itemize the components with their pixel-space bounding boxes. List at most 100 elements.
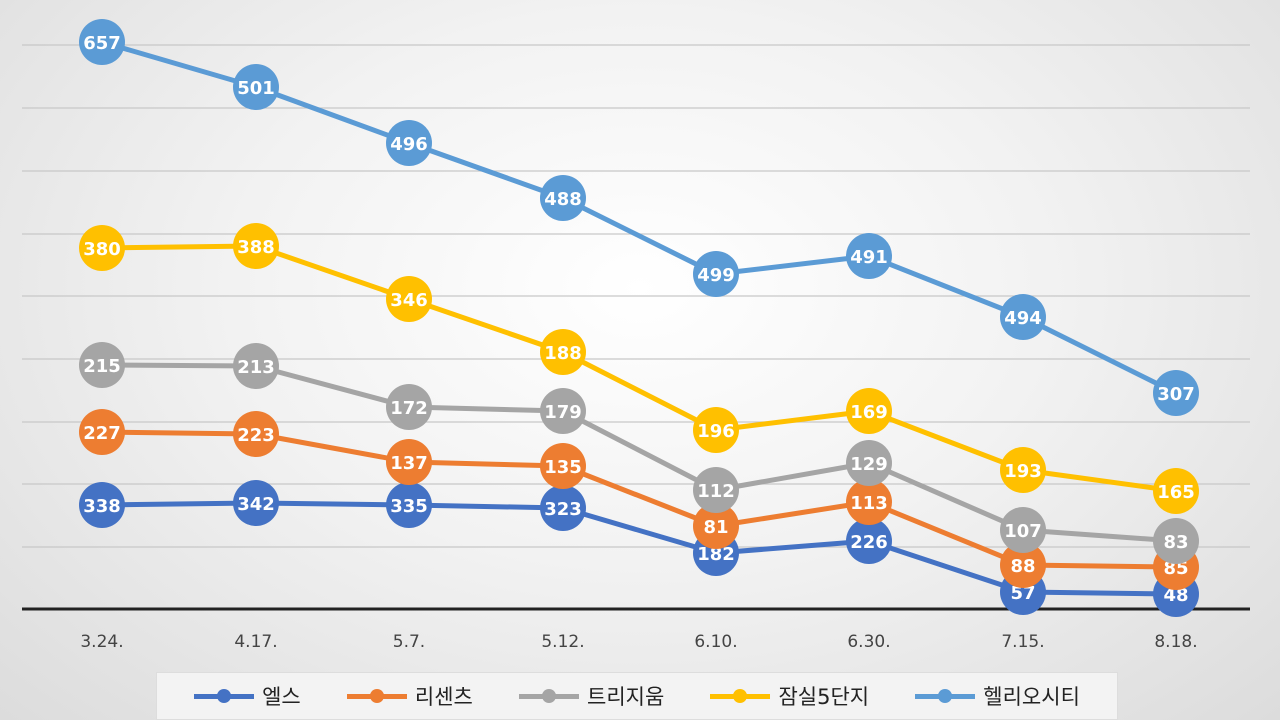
data-label: 342 <box>237 494 275 515</box>
data-marker <box>846 440 892 486</box>
series-lines <box>101 39 1178 597</box>
data-marker <box>693 407 739 453</box>
data-point: 323 <box>540 485 586 531</box>
data-marker <box>846 388 892 434</box>
data-label: 81 <box>703 517 728 538</box>
data-point: 657 <box>79 19 125 65</box>
data-point: 307 <box>1153 370 1199 416</box>
data-point: 188 <box>540 329 586 375</box>
x-tick-label: 5.7. <box>393 632 425 652</box>
data-point: 169 <box>846 388 892 434</box>
data-point: 501 <box>233 64 279 110</box>
data-point: 346 <box>386 276 432 322</box>
series-line <box>101 39 1178 396</box>
data-label: 226 <box>850 532 888 553</box>
data-label: 48 <box>1163 585 1188 606</box>
series-markers: 338 342 335 323 182 226 57 48 227 223 137 135 81 113 8… <box>79 19 1199 617</box>
data-label: 215 <box>83 356 121 377</box>
series-line <box>101 362 1177 544</box>
data-label: 335 <box>390 496 428 517</box>
x-tick-label: 7.15. <box>1001 632 1044 652</box>
data-marker <box>540 329 586 375</box>
data-marker <box>79 409 125 455</box>
data-point: 172 <box>386 384 432 430</box>
data-point: 129 <box>846 440 892 486</box>
data-label: 491 <box>850 247 888 268</box>
data-point: 137 <box>386 439 432 485</box>
data-marker <box>233 411 279 457</box>
data-marker <box>1000 294 1046 340</box>
x-tick-label: 5.12. <box>541 632 584 652</box>
data-point: 213 <box>233 343 279 389</box>
data-marker <box>1000 447 1046 493</box>
data-label: 129 <box>850 454 888 475</box>
legend-label: 리센츠 <box>414 685 473 709</box>
data-label: 188 <box>544 343 582 364</box>
data-marker <box>693 467 739 513</box>
data-label: 346 <box>390 290 428 311</box>
data-label: 57 <box>1010 583 1035 604</box>
data-label: 165 <box>1157 482 1195 503</box>
data-label: 112 <box>697 481 735 502</box>
data-label: 488 <box>544 189 582 210</box>
data-point: 488 <box>540 175 586 221</box>
legend-entry: 헬리오시티 <box>915 681 1080 711</box>
data-point: 107 <box>1000 507 1046 553</box>
data-marker <box>540 388 586 434</box>
legend-entry: 트리지움 <box>519 681 664 711</box>
data-point: 338 <box>79 482 125 528</box>
data-marker <box>1000 542 1046 588</box>
data-marker <box>540 485 586 531</box>
x-tick-label: 6.10. <box>694 632 737 652</box>
data-point: 223 <box>233 411 279 457</box>
data-point: 83 <box>1153 518 1199 564</box>
data-point: 193 <box>1000 447 1046 493</box>
legend-label: 잠실5단지 <box>778 685 870 709</box>
data-label: 169 <box>850 402 888 423</box>
data-marker <box>233 343 279 389</box>
x-axis: 3.24. 4.17. 5.7. 5.12. 6.10. 6.30. 7.15. 8.18. <box>22 607 1250 652</box>
data-label: 501 <box>237 78 275 99</box>
legend-label: 트리지움 <box>587 685 665 709</box>
x-tick-label: 3.24. <box>80 632 123 652</box>
data-marker <box>1153 468 1199 514</box>
data-marker <box>693 251 739 297</box>
legend-swatch <box>710 688 771 703</box>
data-marker <box>79 225 125 271</box>
legend: 엘스 리센츠 트리지움 잠실5단지 헬리오시티 <box>156 672 1118 720</box>
data-marker <box>386 276 432 322</box>
data-label: 380 <box>83 239 121 260</box>
data-label: 83 <box>1163 532 1188 553</box>
data-label: 494 <box>1004 308 1042 329</box>
legend-swatch <box>519 688 580 703</box>
data-point: 135 <box>540 443 586 489</box>
data-marker <box>386 384 432 430</box>
data-marker <box>233 64 279 110</box>
data-point: 342 <box>233 480 279 526</box>
legend-entry: 잠실5단지 <box>710 681 869 711</box>
legend-swatch <box>194 688 255 703</box>
data-marker <box>846 479 892 525</box>
data-marker <box>79 342 125 388</box>
data-marker <box>846 518 892 564</box>
data-label: 227 <box>83 423 121 444</box>
data-label: 182 <box>697 544 735 565</box>
data-label: 338 <box>83 496 121 517</box>
series-line <box>101 243 1177 494</box>
x-tick-label: 6.30. <box>847 632 890 652</box>
legend-entry: 리센츠 <box>346 681 473 711</box>
data-label: 113 <box>850 493 888 514</box>
x-tick-label: 4.17. <box>234 632 277 652</box>
data-marker <box>79 19 125 65</box>
data-label: 137 <box>390 453 428 474</box>
x-tick-label: 8.18. <box>1154 632 1197 652</box>
data-marker <box>386 439 432 485</box>
data-point: 226 <box>846 518 892 564</box>
gridlines <box>22 44 1250 548</box>
data-point: 380 <box>79 225 125 271</box>
data-label: 223 <box>237 425 275 446</box>
data-point: 215 <box>79 342 125 388</box>
legend-label: 헬리오시티 <box>983 685 1080 709</box>
data-label: 135 <box>544 457 582 478</box>
